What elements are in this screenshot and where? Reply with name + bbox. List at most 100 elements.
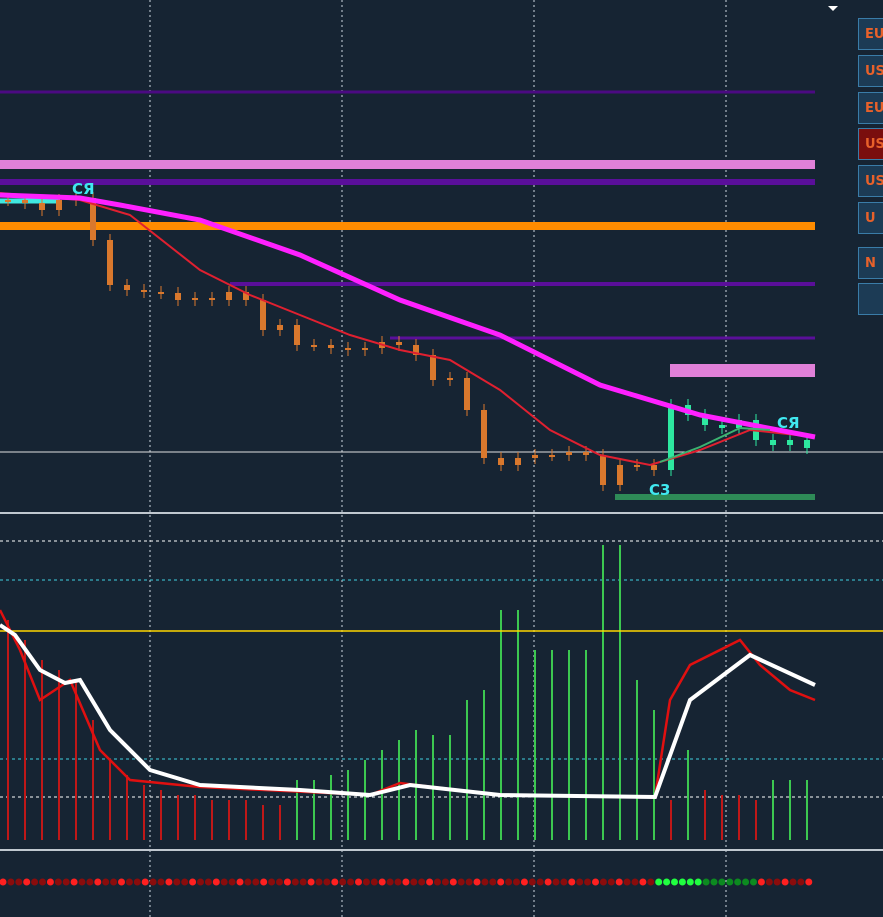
symbol-button[interactable]: EU bbox=[858, 18, 883, 50]
signal-dot bbox=[347, 878, 355, 886]
candle bbox=[226, 292, 232, 300]
signal-dot bbox=[307, 878, 315, 886]
histogram-bar bbox=[126, 775, 128, 840]
moving-average bbox=[0, 192, 816, 467]
candle bbox=[770, 440, 776, 445]
signal-dot bbox=[39, 878, 46, 886]
signal-dot bbox=[489, 878, 497, 886]
histogram-bar bbox=[738, 795, 740, 840]
signal-dot bbox=[797, 878, 805, 886]
signal-dot bbox=[410, 878, 418, 886]
signal-dot bbox=[528, 878, 536, 886]
candle bbox=[719, 425, 725, 428]
symbol-button[interactable]: US bbox=[858, 128, 883, 160]
histogram-bar bbox=[653, 710, 655, 840]
histogram-bar bbox=[381, 750, 383, 840]
signal-dot bbox=[133, 878, 141, 886]
symbol-button[interactable]: US bbox=[858, 165, 883, 197]
histogram bbox=[7, 545, 808, 840]
signal-dot bbox=[576, 878, 584, 886]
signal-dot bbox=[773, 878, 781, 886]
histogram-bar bbox=[109, 760, 111, 840]
symbol-button[interactable]: EU bbox=[858, 92, 883, 124]
candle bbox=[787, 440, 793, 445]
symbol-button[interactable] bbox=[858, 283, 883, 315]
symbol-button[interactable]: N bbox=[858, 247, 883, 279]
signal-dot bbox=[62, 878, 70, 886]
signal-dot bbox=[639, 878, 647, 886]
signal-dot bbox=[663, 878, 671, 886]
signal-dot bbox=[362, 878, 370, 886]
signal-dot bbox=[750, 878, 757, 886]
candle bbox=[668, 405, 674, 470]
candle bbox=[515, 458, 521, 465]
histogram-bar bbox=[313, 780, 315, 840]
candle bbox=[447, 378, 453, 380]
histogram-bar bbox=[194, 795, 196, 840]
signal-dot bbox=[789, 878, 797, 886]
signal-dot bbox=[181, 878, 189, 886]
signal-dot bbox=[260, 878, 268, 886]
candle bbox=[430, 355, 436, 380]
signal-dot bbox=[110, 878, 118, 886]
zone bbox=[670, 364, 815, 377]
osc-signal bbox=[0, 609, 816, 799]
signal-dot bbox=[584, 878, 592, 886]
signal-dot bbox=[449, 878, 457, 886]
signal-dot bbox=[173, 878, 181, 886]
histogram-bar bbox=[636, 680, 638, 840]
histogram-bar bbox=[551, 650, 553, 840]
candle bbox=[22, 200, 28, 203]
signal-dot bbox=[710, 878, 718, 886]
signal-dot bbox=[94, 878, 102, 886]
histogram-bar bbox=[41, 660, 43, 840]
signal-dot bbox=[757, 878, 765, 886]
signal-dot bbox=[615, 878, 623, 886]
scroll-marker bbox=[828, 6, 838, 11]
signal-dot bbox=[236, 878, 244, 886]
signal-dot bbox=[197, 878, 204, 886]
histogram-bar bbox=[772, 780, 774, 840]
signal-dot bbox=[212, 878, 220, 886]
signal-dots bbox=[0, 878, 813, 886]
signal-dot bbox=[647, 878, 655, 886]
moving-average bbox=[0, 192, 816, 440]
symbol-button[interactable]: US bbox=[858, 55, 883, 87]
histogram-bar bbox=[517, 610, 519, 840]
symbol-button[interactable]: U bbox=[858, 202, 883, 234]
annotation: CЯ bbox=[777, 414, 800, 432]
candle bbox=[464, 378, 470, 410]
histogram-bar bbox=[58, 670, 60, 840]
candle bbox=[243, 292, 249, 300]
signal-dot bbox=[402, 878, 410, 886]
signal-dot bbox=[268, 878, 276, 886]
histogram-bar bbox=[585, 650, 587, 840]
candle bbox=[702, 415, 708, 425]
level bbox=[615, 494, 815, 500]
signal-dot bbox=[536, 878, 544, 886]
signal-dot bbox=[481, 878, 489, 886]
signal-dot bbox=[505, 878, 513, 886]
histogram-bar bbox=[75, 680, 77, 840]
signal-dot bbox=[592, 878, 599, 886]
signal-dot bbox=[291, 878, 299, 886]
histogram-bar bbox=[7, 620, 9, 840]
histogram-bar bbox=[568, 650, 570, 840]
signal-dot bbox=[560, 878, 568, 886]
candle bbox=[39, 203, 45, 210]
candle bbox=[124, 285, 130, 290]
candle bbox=[141, 290, 147, 292]
histogram-bar bbox=[211, 800, 213, 840]
candle bbox=[413, 345, 419, 355]
signal-dot bbox=[671, 878, 678, 886]
candle bbox=[634, 465, 640, 467]
histogram-bar bbox=[721, 795, 723, 840]
signal-dot bbox=[220, 878, 228, 886]
annotation: C3 bbox=[649, 481, 670, 499]
signal-dot bbox=[394, 878, 402, 886]
signal-dot bbox=[244, 878, 252, 886]
signal-dot bbox=[426, 878, 434, 886]
histogram-bar bbox=[687, 750, 689, 840]
signal-dot bbox=[70, 878, 78, 886]
signal-dot bbox=[457, 878, 465, 886]
